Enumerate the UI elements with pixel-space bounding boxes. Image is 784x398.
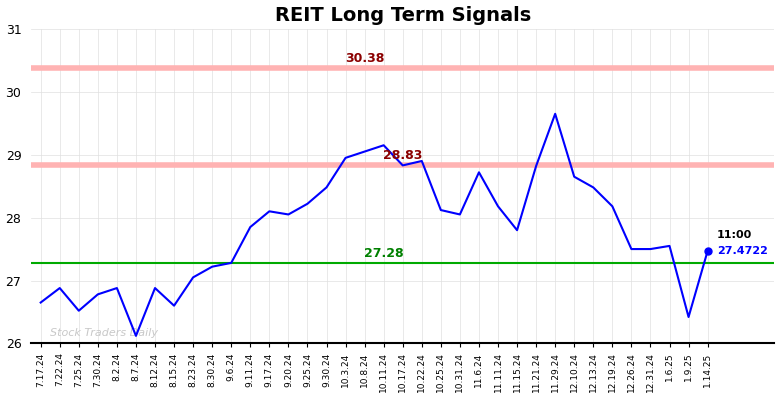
- Text: 27.28: 27.28: [364, 247, 404, 259]
- Text: 30.38: 30.38: [345, 52, 384, 64]
- Text: 11:00: 11:00: [717, 230, 753, 240]
- Title: REIT Long Term Signals: REIT Long Term Signals: [274, 6, 531, 25]
- Text: 27.4722: 27.4722: [717, 246, 768, 256]
- Text: 28.83: 28.83: [383, 149, 423, 162]
- Text: Stock Traders Daily: Stock Traders Daily: [50, 328, 158, 338]
